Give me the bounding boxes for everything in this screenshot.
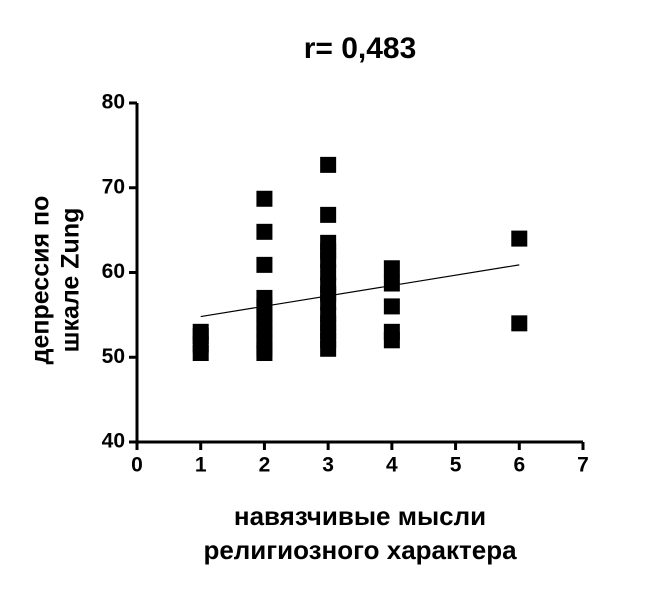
y-tick-label: 40 [102, 430, 125, 453]
x-axis-label: религиозного характера [203, 535, 517, 565]
point [511, 230, 528, 247]
point [256, 190, 273, 207]
point [256, 223, 273, 240]
x-tick-label: 3 [322, 454, 334, 477]
point [383, 260, 400, 277]
y-axis-label: депрессия по [27, 196, 55, 365]
x-tick-label: 4 [386, 454, 398, 477]
y-tick-label: 70 [102, 175, 125, 198]
x-tick-label: 0 [131, 454, 143, 477]
point [256, 256, 273, 273]
point [320, 294, 337, 311]
x-tick-label: 6 [513, 454, 525, 477]
point [383, 298, 400, 315]
chart-title: r= 0,483 [304, 32, 417, 65]
x-tick-label: 2 [259, 454, 271, 477]
point [320, 156, 337, 173]
point [320, 251, 337, 268]
x-tick-label: 5 [450, 454, 462, 477]
y-tick-label: 50 [102, 345, 125, 368]
point [320, 340, 337, 357]
y-tick-label: 60 [102, 260, 125, 283]
point [383, 275, 400, 292]
point [320, 206, 337, 223]
y-tick-label: 80 [102, 91, 125, 114]
point [511, 315, 528, 332]
point [383, 332, 400, 349]
fit-line [200, 264, 520, 318]
x-axis-label: навязчивые мысли [234, 501, 486, 531]
point [192, 323, 209, 340]
x-tick-label: 1 [195, 454, 207, 477]
point [320, 264, 337, 281]
x-tick-label: 7 [577, 454, 589, 477]
point [256, 345, 273, 362]
y-axis-label: шкале Zung [57, 208, 85, 353]
